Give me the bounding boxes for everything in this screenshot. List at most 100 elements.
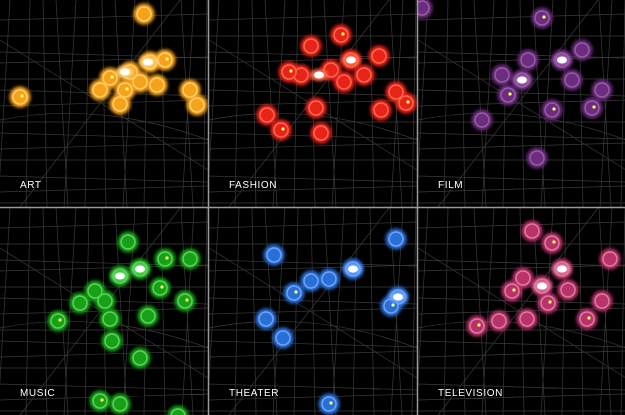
- heat-spot: [494, 67, 510, 83]
- hot-center: [557, 56, 567, 64]
- panel-label: TELEVISION: [438, 388, 503, 399]
- heat-spot: [308, 100, 324, 116]
- heat-spot: [544, 235, 560, 251]
- hot-dot: [294, 290, 298, 294]
- hot-dot: [552, 107, 556, 111]
- hot-dot: [587, 316, 591, 320]
- heat-spot: [182, 82, 198, 98]
- panel-label: MUSIC: [20, 388, 55, 399]
- heat-spot: [117, 82, 133, 98]
- heat-spot: [519, 311, 535, 327]
- hot-dot: [548, 300, 552, 304]
- heat-spot: [92, 393, 108, 409]
- hot-dot: [592, 105, 596, 109]
- heat-spot: [544, 102, 560, 118]
- heat-spot: [321, 271, 337, 287]
- hot-center: [143, 58, 153, 66]
- heat-spot: [474, 112, 490, 128]
- heat-spot: [540, 295, 556, 311]
- heat-spot: [50, 313, 66, 329]
- heat-spot: [371, 48, 387, 64]
- heat-spot: [584, 100, 600, 116]
- hot-dot: [20, 94, 24, 98]
- hot-dot: [58, 318, 62, 322]
- heat-spot: [574, 42, 590, 58]
- hot-dot: [552, 240, 556, 244]
- hot-dot: [110, 75, 114, 79]
- hot-dot: [406, 100, 410, 104]
- heat-spot: [388, 84, 404, 100]
- hot-dot: [165, 256, 169, 260]
- hot-center: [517, 76, 527, 84]
- heat-spot: [182, 251, 198, 267]
- hot-dot: [100, 398, 104, 402]
- heat-spot: [12, 89, 28, 105]
- hot-dot: [512, 288, 516, 292]
- heat-spot: [102, 70, 118, 86]
- heat-spot: [491, 313, 507, 329]
- heat-spot: [594, 293, 610, 309]
- heat-spot: [157, 251, 173, 267]
- heat-spot: [132, 350, 148, 366]
- heat-spot: [266, 247, 282, 263]
- hot-dot: [341, 32, 345, 36]
- heat-spot: [102, 311, 118, 327]
- heat-spot: [534, 10, 550, 26]
- map-panel: THEATER: [209, 208, 417, 415]
- heat-spot: [524, 223, 540, 239]
- hot-center: [348, 265, 358, 273]
- heat-spot: [500, 87, 516, 103]
- heat-spot: [104, 333, 120, 349]
- hot-center: [115, 272, 125, 280]
- heat-spot: [92, 82, 108, 98]
- hot-center: [135, 265, 145, 273]
- panel-content: [0, 0, 208, 207]
- heat-spot: [356, 67, 372, 83]
- hot-center: [314, 71, 324, 79]
- heat-spot: [259, 107, 275, 123]
- heat-spot: [602, 251, 618, 267]
- hot-dot: [125, 87, 129, 91]
- heat-spot: [132, 74, 148, 90]
- heat-spot: [97, 293, 113, 309]
- heat-spot: [177, 293, 193, 309]
- hot-center: [346, 56, 356, 64]
- hot-dot: [329, 401, 333, 405]
- heat-spot: [87, 283, 103, 299]
- heat-spot: [594, 82, 610, 98]
- heat-spot: [373, 102, 389, 118]
- heat-spot: [388, 231, 404, 247]
- heat-spot: [520, 52, 536, 68]
- heat-spot: [564, 72, 580, 88]
- heat-spot: [273, 122, 289, 138]
- heat-spot: [515, 270, 531, 286]
- heat-spot: [281, 64, 297, 80]
- hot-center: [537, 282, 547, 290]
- heat-spot: [469, 318, 485, 334]
- panel-content: [418, 0, 625, 207]
- heat-spot: [286, 285, 302, 301]
- heat-spot: [72, 295, 88, 311]
- map-panel: FILM: [418, 0, 625, 207]
- hot-center: [393, 293, 403, 301]
- heat-spot: [313, 125, 329, 141]
- panel-content: [209, 208, 417, 415]
- heat-spot: [336, 74, 352, 90]
- panel-content: [209, 0, 417, 207]
- heat-spot: [140, 308, 156, 324]
- heat-spot: [529, 150, 545, 166]
- hot-dot: [391, 303, 395, 307]
- heat-spot: [321, 396, 337, 412]
- heat-spot: [398, 95, 414, 111]
- heat-spot: [303, 273, 319, 289]
- map-panel: ART: [0, 0, 208, 207]
- map-panel: MUSIC: [0, 208, 208, 415]
- heat-spot: [120, 234, 136, 250]
- hot-dot: [185, 298, 189, 302]
- heat-spot: [504, 283, 520, 299]
- heat-spot: [170, 408, 186, 415]
- heat-spot: [258, 311, 274, 327]
- heat-spot: [560, 282, 576, 298]
- heat-spot: [152, 280, 168, 296]
